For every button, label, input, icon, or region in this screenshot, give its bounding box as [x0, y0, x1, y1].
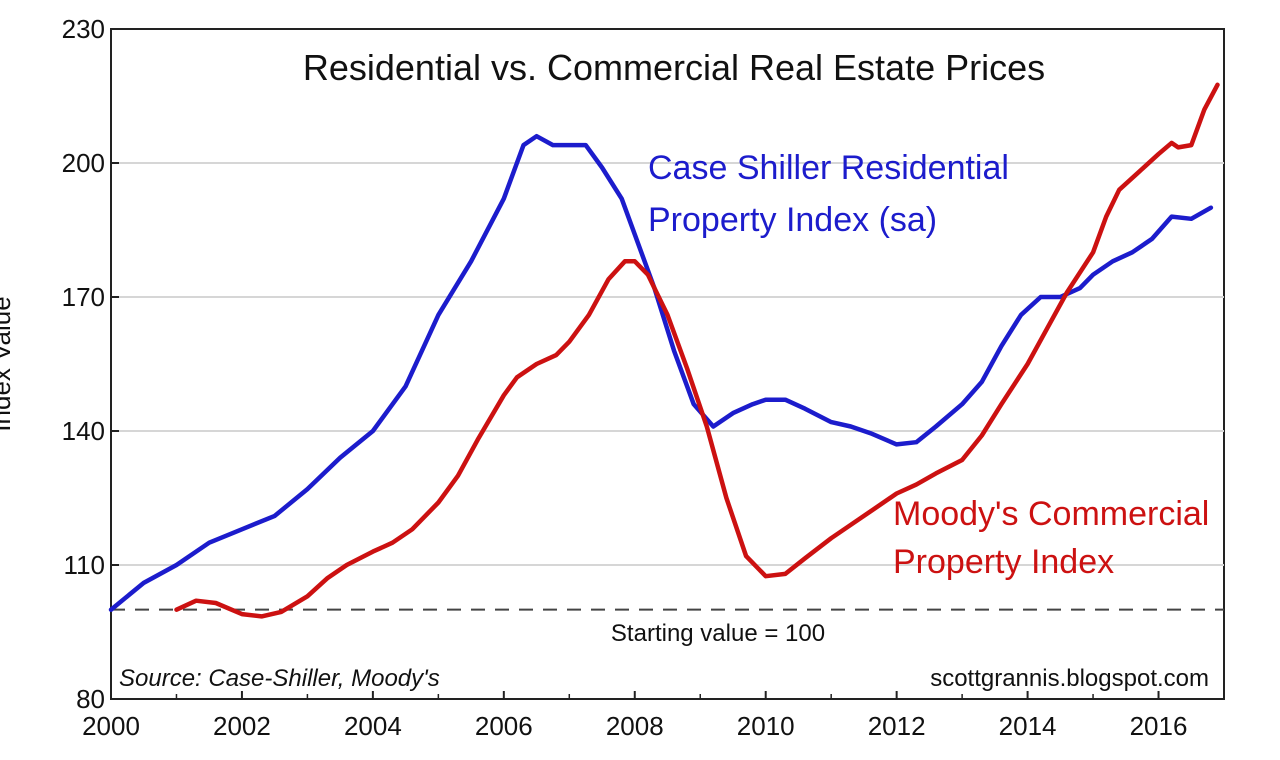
y-tick-label-230: 230 [62, 14, 105, 44]
y-tick-label-110: 110 [64, 550, 105, 580]
y-axis-ticks: 80 110 140 170 200 230 [62, 14, 119, 714]
x-tick-label-2000: 2000 [82, 711, 140, 741]
commercial-label-line1: Moody's Commercial [893, 495, 1209, 533]
chart-title: Residential vs. Commercial Real Estate P… [303, 47, 1045, 88]
y-axis-label: Index Value [0, 296, 16, 431]
commercial-label-line2: Property Index [893, 543, 1114, 581]
y-tick-label-140: 140 [62, 416, 105, 446]
y-tick-label-80: 80 [76, 684, 105, 714]
x-tick-label-2016: 2016 [1130, 711, 1188, 741]
x-tick-label-2014: 2014 [999, 711, 1057, 741]
x-tick-label-2004: 2004 [344, 711, 402, 741]
x-axis-ticks: 2000 2002 2004 2006 2008 2010 2012 2014 2016 [82, 691, 1187, 741]
baseline-label: Starting value = 100 [611, 620, 825, 647]
x-tick-label-2012: 2012 [868, 711, 926, 741]
residential-label-line2: Property Index (sa) [648, 201, 937, 239]
residential-series-line [108, 133, 1214, 612]
y-tick-label-170: 170 [62, 282, 105, 312]
commercial-series-line [174, 82, 1220, 619]
source-note: Source: Case-Shiller, Moody's [119, 665, 440, 692]
gridlines [111, 162, 1224, 566]
y-tick-label-200: 200 [62, 148, 105, 178]
plot-area [110, 28, 1225, 700]
series-lines [108, 82, 1220, 619]
x-tick-label-2008: 2008 [606, 711, 664, 741]
credit-note: scottgrannis.blogspot.com [930, 665, 1209, 692]
x-tick-label-2002: 2002 [213, 711, 271, 741]
residential-label-line1: Case Shiller Residential [648, 149, 1009, 187]
x-tick-label-2006: 2006 [475, 711, 533, 741]
x-tick-label-2010: 2010 [737, 711, 795, 741]
